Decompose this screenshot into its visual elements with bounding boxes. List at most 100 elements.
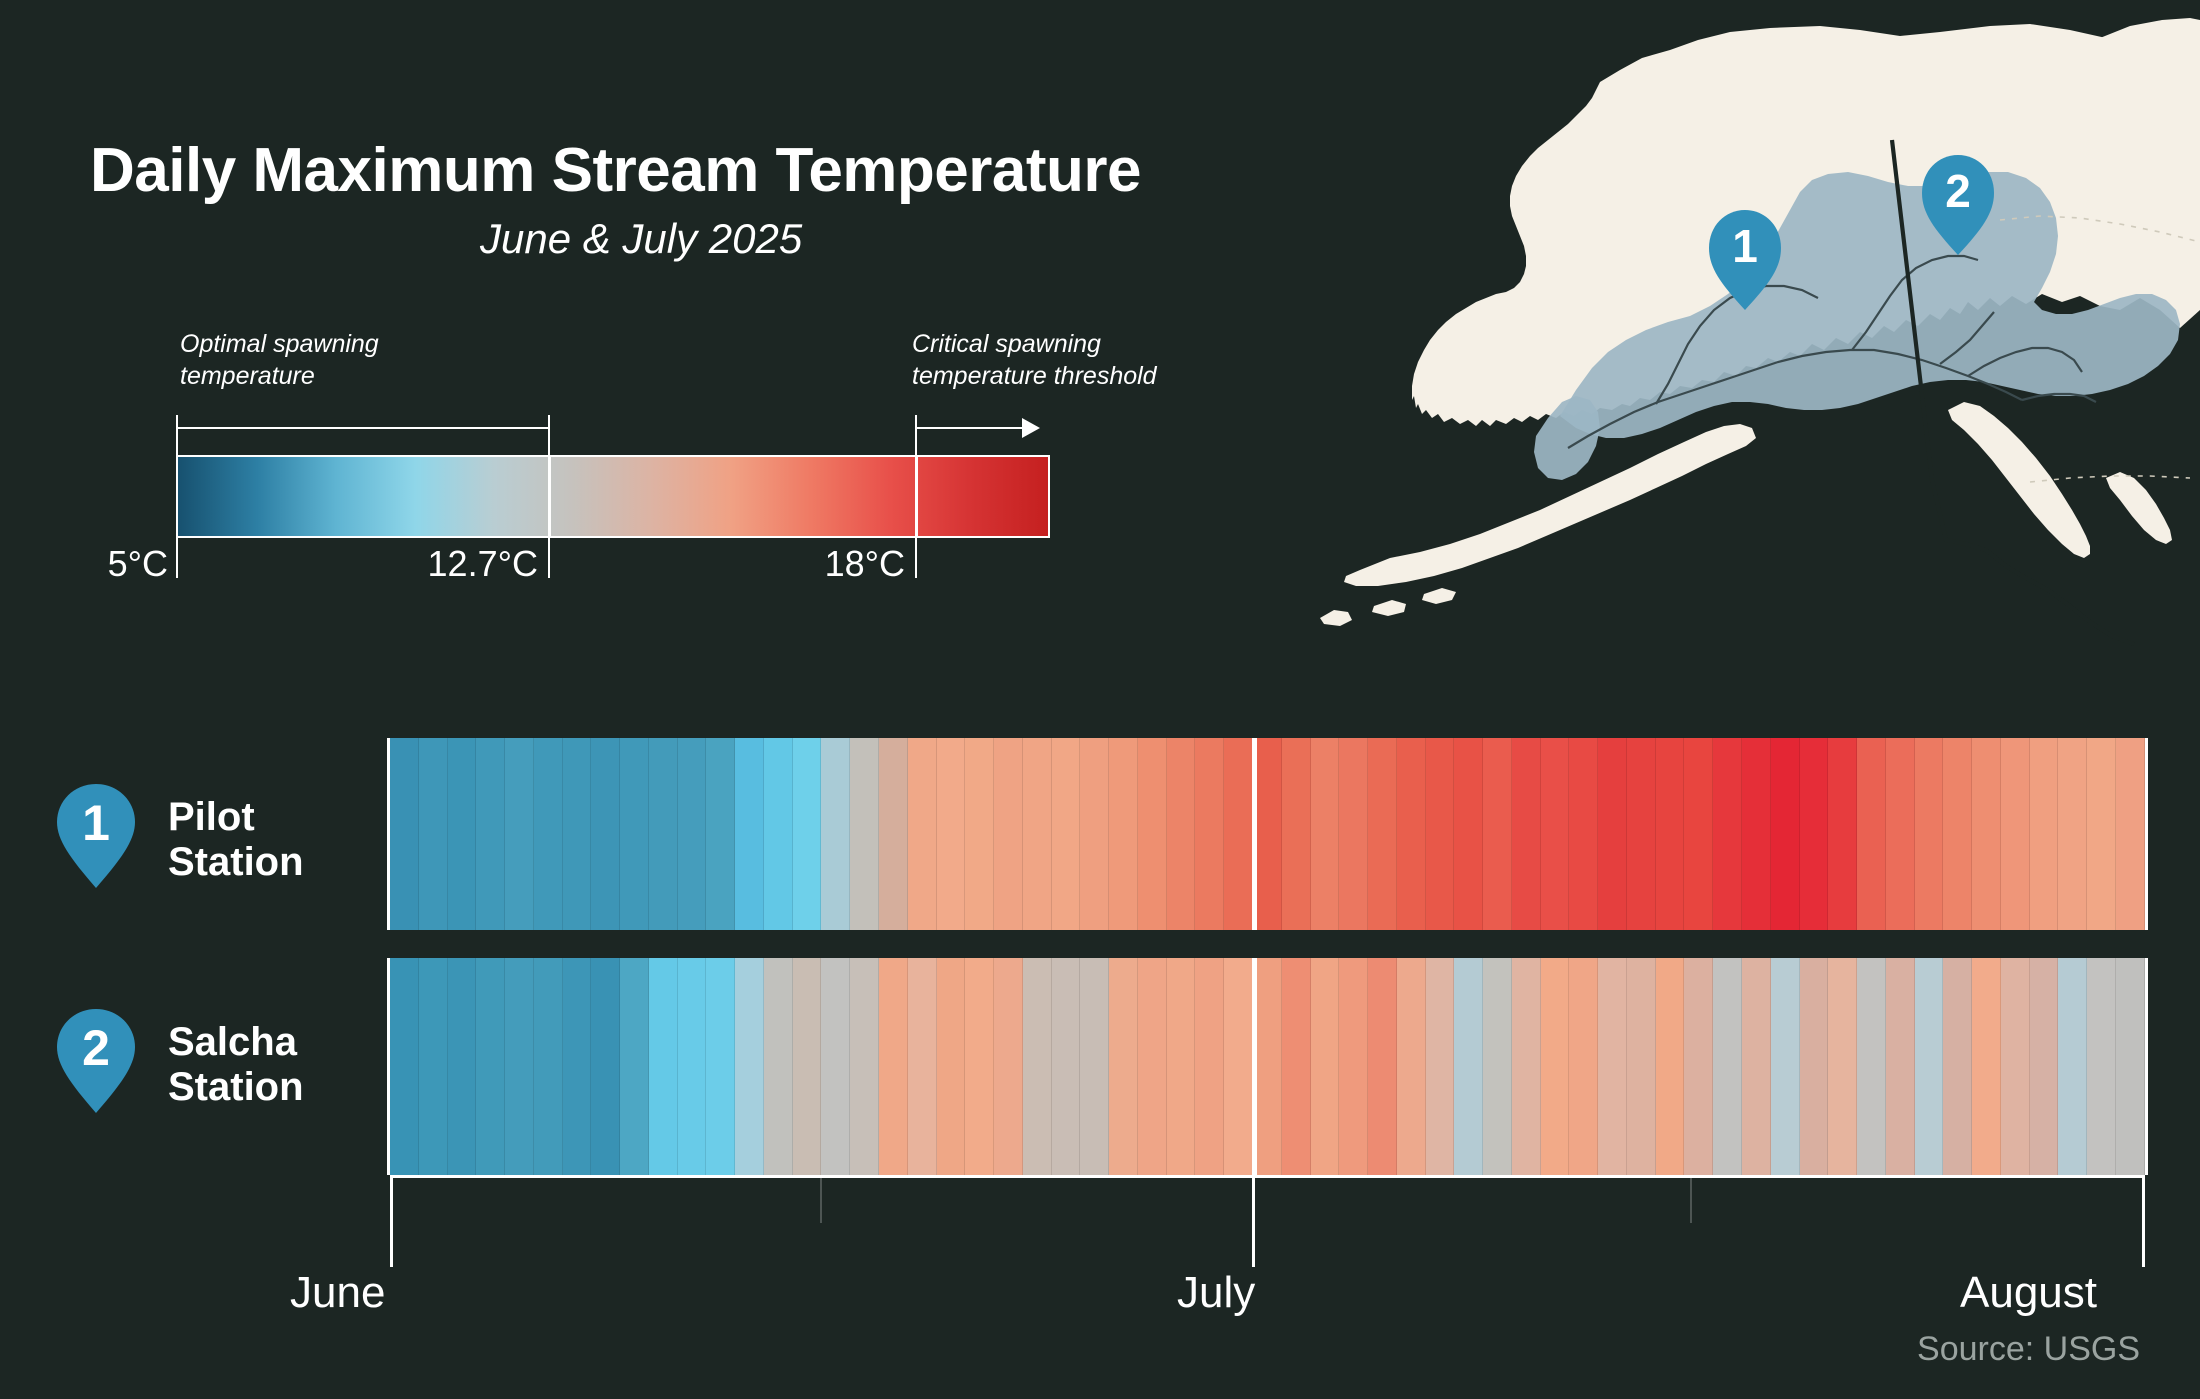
heatmap-cell	[936, 738, 966, 930]
heatmap-cell	[2087, 958, 2116, 1175]
axis-tick-minor-1	[820, 1177, 822, 1223]
heatmap-cell	[1454, 958, 1484, 1175]
heatmap-cell	[533, 958, 563, 1175]
axis-tick-minor-2	[1690, 1177, 1692, 1223]
heatmap-cell	[1022, 738, 1052, 930]
heatmap-cell	[1166, 738, 1196, 930]
heatmap-left-edge-row2	[387, 958, 390, 1175]
axis-tick-july	[1252, 1177, 1255, 1267]
optimal-bracket-right	[548, 415, 550, 465]
colorbar-divider-critical	[915, 455, 918, 538]
alaska-locator-map: 1 2	[1300, 10, 2200, 650]
heatmap-cell	[763, 738, 793, 930]
heatmap-cell	[1051, 958, 1081, 1175]
colorbar-divider-optimal	[548, 455, 551, 538]
heatmap-cell	[1943, 738, 1973, 930]
map-basin-overlay	[1534, 172, 2180, 480]
heatmap-cell	[1885, 738, 1915, 930]
heatmap-cell	[1396, 738, 1426, 930]
station-pin-2: 2	[54, 1007, 138, 1115]
heatmap-cell	[1857, 738, 1886, 930]
heatmap-cell	[735, 738, 764, 930]
heatmap-cell	[879, 958, 908, 1175]
heatmap-cell	[1914, 738, 1944, 930]
heatmap-cell	[390, 958, 419, 1175]
heatmap-cell	[562, 958, 592, 1175]
heatmap-cell	[1799, 738, 1829, 930]
heatmap-cell	[879, 738, 908, 930]
heatmap-cell	[1972, 738, 2001, 930]
heatmap-cell	[1972, 958, 2001, 1175]
heatmap-cell	[1943, 958, 1973, 1175]
page-subtitle: June & July 2025	[480, 215, 803, 262]
heatmap-cell	[1483, 958, 1512, 1175]
heatmap-cell	[620, 958, 649, 1175]
heatmap-cell	[418, 958, 448, 1175]
heatmap-cell	[1770, 958, 1800, 1175]
heatmap-cell	[1051, 738, 1081, 930]
svg-text:1: 1	[1732, 220, 1758, 272]
heatmap-cell	[1310, 958, 1340, 1175]
page-title: Daily Maximum Stream Temperature	[90, 136, 1142, 205]
critical-bracket-left	[915, 415, 917, 465]
heatmap-cell	[1224, 738, 1253, 930]
heatmap-cell	[1828, 738, 1858, 930]
heatmap-cell	[476, 958, 506, 1175]
heatmap-cell	[1368, 958, 1397, 1175]
heatmap-cell	[1540, 738, 1570, 930]
heatmap-cell	[1425, 738, 1455, 930]
heatmap-cell	[1857, 958, 1886, 1175]
heatmap-cell	[1655, 738, 1685, 930]
colorbar-label-critical: 18°C	[824, 543, 905, 584]
heatmap-cell	[677, 958, 707, 1175]
heatmap-cell	[1281, 738, 1311, 930]
heatmap-cell	[1396, 958, 1426, 1175]
heatmap-left-edge-row1	[387, 738, 390, 930]
heatmap-cell	[591, 738, 621, 930]
heatmap-cell	[994, 738, 1023, 930]
heatmap-cell	[821, 958, 851, 1175]
heatmap-cell	[591, 958, 621, 1175]
arrow-right-icon	[1022, 418, 1040, 438]
optimal-spawning-note: Optimal spawning temperature	[180, 330, 379, 390]
heatmap-cell	[1195, 958, 1225, 1175]
colorbar-label-min: 5°C	[107, 543, 168, 584]
optimal-bracket-bar	[176, 427, 550, 429]
heatmap-july-divider-row2	[1252, 958, 1257, 1175]
colorbar-tick-2	[915, 538, 917, 578]
temperature-colorbar	[176, 455, 1050, 538]
axis-tick-june	[390, 1177, 393, 1267]
heatmap-cell	[1022, 958, 1052, 1175]
heatmap-cell	[1368, 738, 1397, 930]
heatmap-cell	[1137, 958, 1167, 1175]
svg-text:2: 2	[1945, 165, 1971, 217]
heatmap-cell	[533, 738, 563, 930]
heatmap-cell	[907, 738, 937, 930]
heatmap-cell	[1598, 958, 1627, 1175]
heatmap-cell	[936, 958, 966, 1175]
heatmap-cell	[850, 738, 880, 930]
heatmap-cell	[735, 958, 764, 1175]
heatmap-cell	[907, 958, 937, 1175]
heatmap-cell	[2087, 738, 2116, 930]
heatmap-cell	[1281, 958, 1311, 1175]
source-credit: Source: USGS	[1917, 1330, 2140, 1368]
station-pin-2-number: 2	[82, 1020, 110, 1076]
heatmap-cell	[1569, 958, 1599, 1175]
axis-tick-august	[2142, 1177, 2145, 1267]
map-marker-2: 2	[1922, 155, 1994, 255]
heatmap-cell	[2029, 958, 2059, 1175]
heatmap-cell	[763, 958, 793, 1175]
axis-label-august: August	[1960, 1268, 2097, 1317]
critical-threshold-note: Critical spawning temperature threshold	[912, 330, 1157, 390]
heatmap-cell	[1626, 738, 1656, 930]
heatmap-cell	[1425, 958, 1455, 1175]
heatmap-cell	[2029, 738, 2059, 930]
heatmap-july-divider-row1	[1252, 738, 1257, 930]
heatmap-cell	[1511, 738, 1541, 930]
heatmap-cell	[648, 958, 678, 1175]
heatmap-cell	[1339, 958, 1369, 1175]
heatmap-cell	[965, 958, 995, 1175]
heatmap-cell	[1166, 958, 1196, 1175]
axis-label-june: June	[290, 1268, 386, 1317]
